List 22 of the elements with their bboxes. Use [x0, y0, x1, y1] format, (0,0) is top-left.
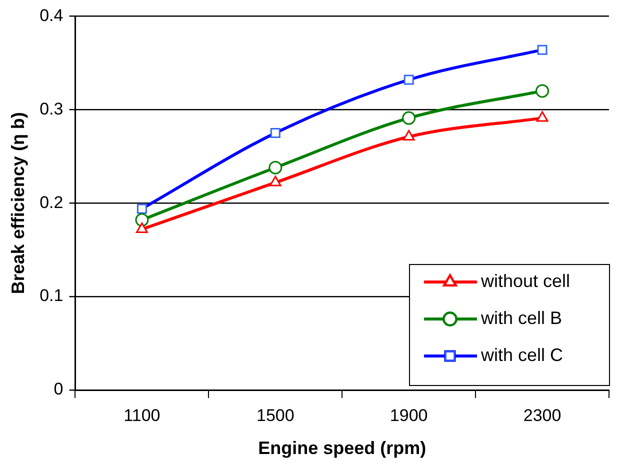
- y-tick-label: 0: [54, 380, 64, 399]
- point: [135, 213, 149, 227]
- x-tick-label: 1500: [256, 406, 294, 425]
- y-tick-label: 0.1: [40, 286, 64, 306]
- point: [536, 84, 550, 98]
- y-tick-label: 0.2: [40, 192, 64, 212]
- y-tick-label: 0.3: [40, 99, 64, 118]
- point: [536, 111, 548, 122]
- point: [268, 160, 282, 174]
- x-tick-label: 2300: [523, 406, 562, 425]
- legend-label: with cell C: [480, 344, 564, 365]
- y-axis-title: Break efficiency (η b): [8, 112, 28, 294]
- point: [269, 176, 282, 186]
- y-tick-label: 0.4: [40, 6, 64, 25]
- x-tick-label: 1100: [124, 406, 160, 425]
- x-tick-label: 1900: [390, 406, 428, 425]
- x-axis-title: Engine speed (rpm): [258, 438, 426, 458]
- point: [402, 130, 415, 140]
- point: [402, 111, 416, 125]
- legend-label: with cell B: [480, 308, 562, 328]
- point: [136, 222, 148, 234]
- legend-label: without cell: [480, 270, 570, 291]
